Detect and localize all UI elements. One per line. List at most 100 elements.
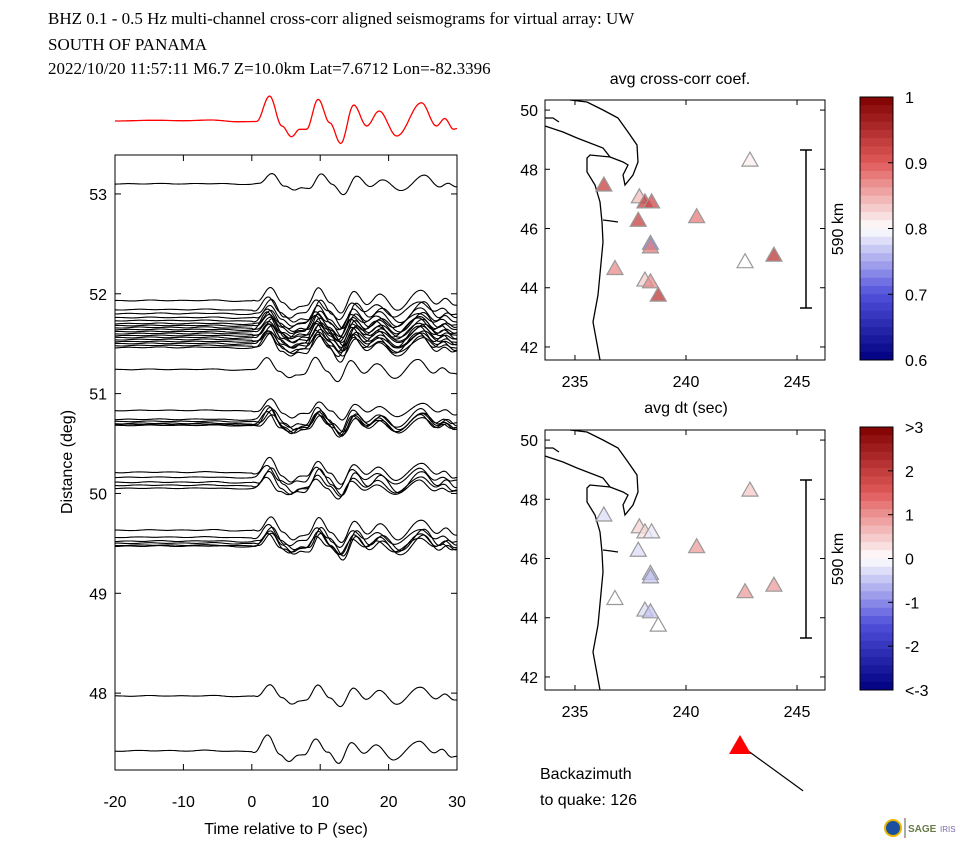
station-triangle [641, 237, 660, 254]
colorbar-tick-label: >3 [905, 420, 923, 437]
colorbar-band [860, 310, 893, 320]
x-tick-label: 30 [448, 794, 466, 811]
seismogram-trace [114, 411, 458, 438]
x-tick-label: 10 [311, 794, 329, 811]
station-triangle [641, 602, 660, 619]
colorbar-band [860, 318, 893, 328]
colorbar-band [860, 277, 893, 287]
colorbar-band [860, 351, 893, 361]
colorbar-tick-label: -2 [905, 639, 919, 656]
y-tick-label: 46 [520, 222, 538, 239]
colorbar-band [860, 261, 893, 271]
station-triangle [736, 252, 755, 269]
colorbar-band [860, 195, 893, 205]
y-axis-label: Distance (deg) [59, 410, 76, 514]
y-tick-label: 50 [520, 433, 538, 450]
map-cross-corr: 235 240 245 42 44 46 48 50 590 km 1 0.9 0.8 0.7 0.6 [520, 90, 927, 391]
y-tick-label: 44 [520, 611, 538, 628]
seismogram-trace [115, 304, 458, 330]
y-tick-label: 48 [520, 162, 538, 179]
seismogram-trace [114, 296, 458, 321]
colorbar-band [860, 558, 893, 568]
colorbar-tick-label: 0.9 [905, 156, 927, 173]
colorbar-band [860, 681, 893, 691]
station-triangle [629, 211, 648, 227]
seismogram-trace [114, 318, 458, 347]
y-tick-label: 42 [520, 340, 538, 357]
scale-bar-label: 590 km [830, 533, 847, 585]
y-tick-label: 50 [89, 486, 107, 503]
sage-logo: SAGE IRIS [884, 818, 956, 838]
seismogram-trace [115, 467, 458, 496]
station-triangle [649, 615, 668, 632]
sage-logo-text: SAGE [908, 824, 937, 835]
station-triangle [736, 582, 755, 599]
seismogram-trace [115, 414, 458, 436]
title-line-1: BHZ 0.1 - 0.5 Hz multi-channel cross-cor… [48, 9, 635, 28]
seismogram-trace [115, 470, 458, 497]
colorbar-band [860, 476, 893, 486]
colorbar-band [860, 665, 893, 675]
nsf-logo-icon [884, 819, 902, 837]
x-axis-label: Time relative to P (sec) [204, 821, 368, 838]
colorbar-band [860, 212, 893, 221]
scale-bar-label: 590 km [830, 203, 847, 255]
colorbar-band [860, 129, 893, 139]
station-triangle [642, 522, 661, 539]
title-line-2: SOUTH OF PANAMA [48, 35, 208, 54]
seismogram-trace [114, 320, 458, 343]
colorbar-tick-label: 1 [905, 508, 914, 525]
seismogram-trace [114, 456, 458, 485]
x-tick-label: 0 [247, 794, 256, 811]
x-tick-label: 240 [673, 374, 700, 391]
colorbar-band [860, 162, 893, 172]
y-tick-label: 53 [89, 187, 107, 204]
colorbar-band [860, 673, 893, 683]
colorbar-band [860, 269, 893, 279]
colorbar-band [860, 632, 893, 642]
colorbar-tick-label: 0.7 [905, 287, 927, 304]
colorbar-band [860, 542, 893, 551]
backazimuth-label: Backazimuth [540, 766, 632, 783]
record-section-plot: -20 -10 0 10 20 30 48 49 50 51 52 53 [89, 95, 466, 811]
colorbar-band [860, 583, 893, 592]
array-triangle-icon [729, 735, 751, 754]
colorbar-band [860, 607, 893, 617]
colorbar-band [860, 302, 893, 312]
seismogram-trace [115, 684, 458, 708]
colorbar-band [860, 253, 893, 262]
colorbar-band [860, 484, 893, 494]
seismogram-trace [115, 516, 458, 543]
station-triangle [740, 480, 759, 497]
x-tick-label: -20 [103, 794, 126, 811]
colorbar-band [860, 335, 893, 345]
colorbar-band [860, 121, 893, 131]
colorbar-band [860, 525, 893, 535]
colorbar-tick-label: 0.6 [905, 353, 927, 370]
seismogram-trace [114, 173, 458, 196]
coastline [544, 125, 612, 361]
backazimuth-line [739, 744, 804, 792]
colorbar-band [860, 509, 893, 518]
seismogram-trace [115, 734, 458, 764]
seismogram-trace [115, 476, 457, 500]
coastline [602, 549, 619, 553]
station-triangle [642, 192, 661, 209]
coastline [602, 219, 619, 223]
station-triangle [641, 272, 660, 289]
seismogram-trace [115, 356, 458, 383]
colorbar-tick-label: <-3 [905, 683, 929, 700]
station-triangle [764, 245, 783, 262]
colorbar-band [860, 228, 893, 238]
seismogram-trace [115, 286, 458, 314]
colorbar-band [860, 591, 893, 601]
coastline [544, 455, 612, 691]
colorbar-band [860, 566, 893, 576]
colorbar-band [860, 492, 893, 502]
colorbar-band [860, 203, 893, 213]
stack-trace [115, 95, 458, 145]
station-triangle [740, 150, 759, 167]
seismogram-trace [115, 323, 458, 348]
colorbar-tick-label: 0 [905, 552, 914, 569]
